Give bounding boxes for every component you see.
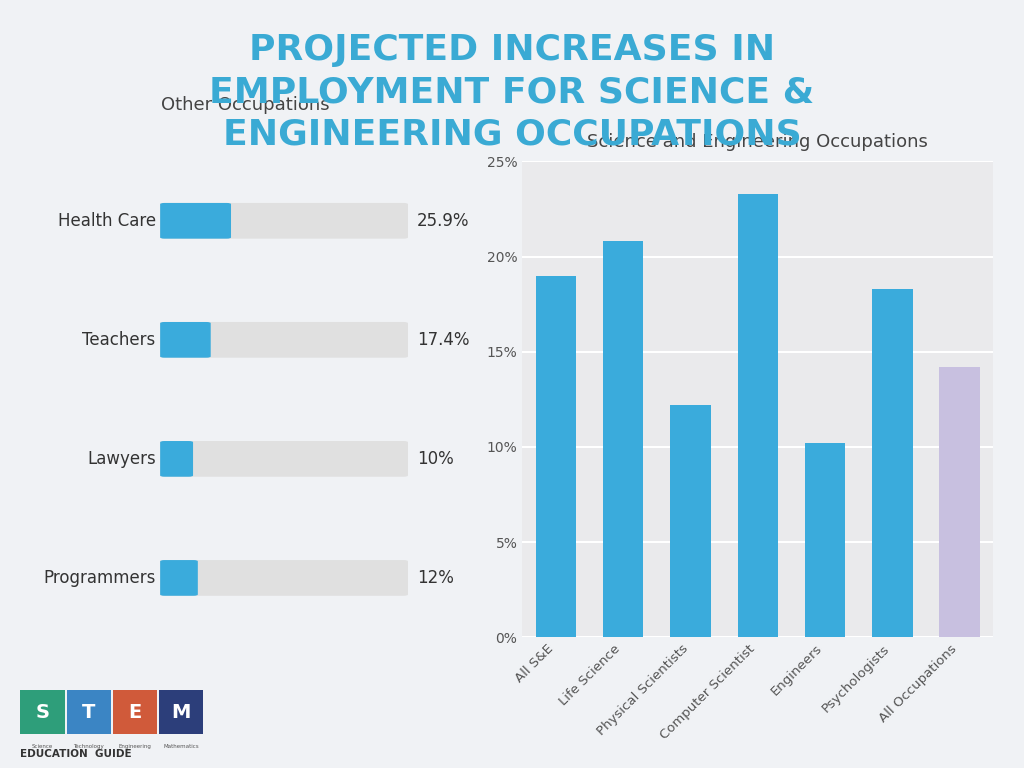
Text: PROJECTED INCREASES IN
EMPLOYMENT FOR SCIENCE &
ENGINEERING OCCUPATIONS: PROJECTED INCREASES IN EMPLOYMENT FOR SC… <box>209 33 815 151</box>
FancyBboxPatch shape <box>160 203 231 239</box>
Text: 25.9%: 25.9% <box>417 212 469 230</box>
Text: Lawyers: Lawyers <box>87 450 156 468</box>
Bar <box>737 194 778 637</box>
Text: 17.4%: 17.4% <box>417 331 469 349</box>
Text: EDUCATION  GUIDE: EDUCATION GUIDE <box>20 749 132 760</box>
Bar <box>603 241 643 637</box>
Text: Programmers: Programmers <box>43 569 156 587</box>
Title: Science and Engineering Occupations: Science and Engineering Occupations <box>588 134 928 151</box>
Text: Teachers: Teachers <box>82 331 156 349</box>
Text: Science: Science <box>32 744 53 749</box>
Text: Technology: Technology <box>74 744 104 749</box>
Text: Mathematics: Mathematics <box>163 744 199 749</box>
FancyBboxPatch shape <box>160 560 408 596</box>
Bar <box>872 289 912 637</box>
Text: Engineering: Engineering <box>119 744 152 749</box>
Text: M: M <box>171 703 190 722</box>
Text: 10%: 10% <box>417 450 454 468</box>
Text: 12%: 12% <box>417 569 454 587</box>
FancyBboxPatch shape <box>113 690 157 734</box>
Text: Other Occupations: Other Occupations <box>162 96 330 114</box>
FancyBboxPatch shape <box>160 322 408 358</box>
Text: S: S <box>36 703 49 722</box>
Bar <box>536 276 577 637</box>
FancyBboxPatch shape <box>160 560 198 596</box>
Text: Health Care: Health Care <box>57 212 156 230</box>
Text: E: E <box>128 703 141 722</box>
FancyBboxPatch shape <box>160 322 211 358</box>
Text: T: T <box>82 703 95 722</box>
Bar <box>671 405 711 637</box>
FancyBboxPatch shape <box>20 690 65 734</box>
Bar <box>939 367 980 637</box>
FancyBboxPatch shape <box>67 690 111 734</box>
FancyBboxPatch shape <box>159 690 203 734</box>
Bar <box>805 443 845 637</box>
FancyBboxPatch shape <box>160 441 408 477</box>
FancyBboxPatch shape <box>160 203 408 239</box>
FancyBboxPatch shape <box>160 441 194 477</box>
